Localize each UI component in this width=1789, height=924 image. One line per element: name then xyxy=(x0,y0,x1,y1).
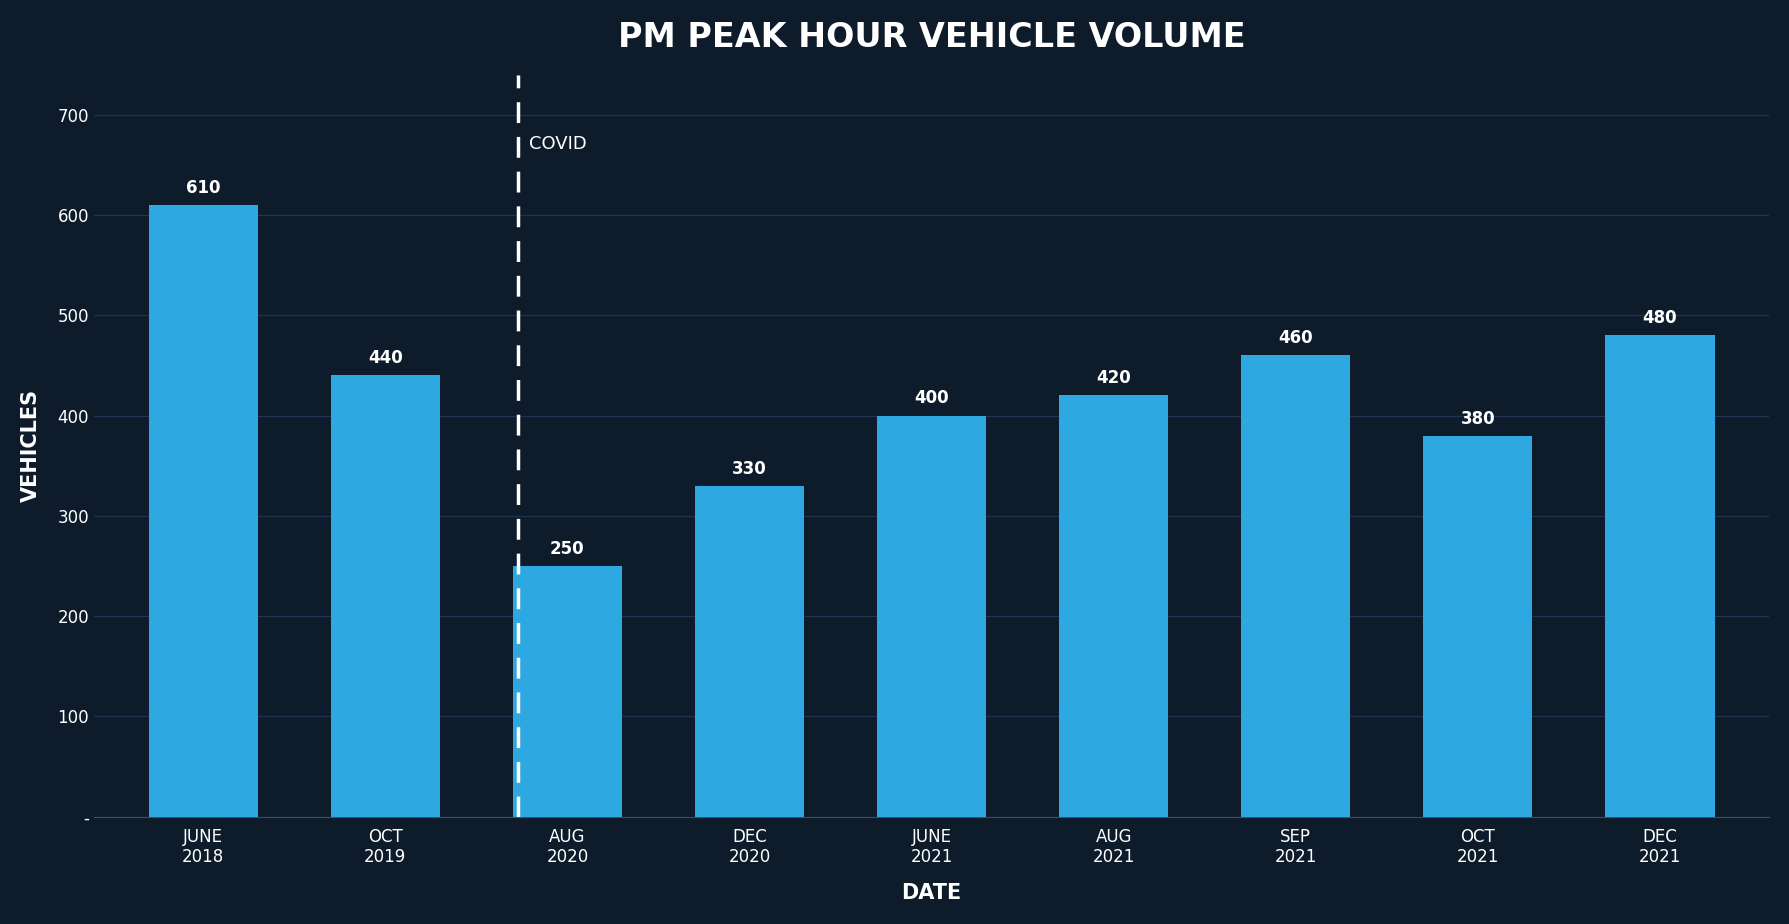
Y-axis label: VEHICLES: VEHICLES xyxy=(21,389,41,502)
Bar xyxy=(1422,435,1531,817)
Bar xyxy=(1240,356,1349,817)
Text: 330: 330 xyxy=(732,459,766,478)
Bar xyxy=(512,565,623,817)
Bar xyxy=(1605,335,1714,817)
Text: 480: 480 xyxy=(1642,310,1676,327)
Text: 380: 380 xyxy=(1460,409,1494,428)
X-axis label: DATE: DATE xyxy=(902,883,961,903)
Bar xyxy=(694,486,803,817)
Text: COVID: COVID xyxy=(530,135,587,152)
Bar xyxy=(877,416,986,817)
Text: 440: 440 xyxy=(369,349,403,368)
Title: PM PEAK HOUR VEHICLE VOLUME: PM PEAK HOUR VEHICLE VOLUME xyxy=(617,21,1245,54)
Text: 250: 250 xyxy=(549,540,585,558)
Bar xyxy=(1059,395,1168,817)
Text: 420: 420 xyxy=(1095,370,1131,387)
Bar xyxy=(331,375,440,817)
Text: 400: 400 xyxy=(914,390,948,407)
Bar xyxy=(148,205,258,817)
Text: 610: 610 xyxy=(186,179,220,197)
Text: 460: 460 xyxy=(1277,329,1313,347)
